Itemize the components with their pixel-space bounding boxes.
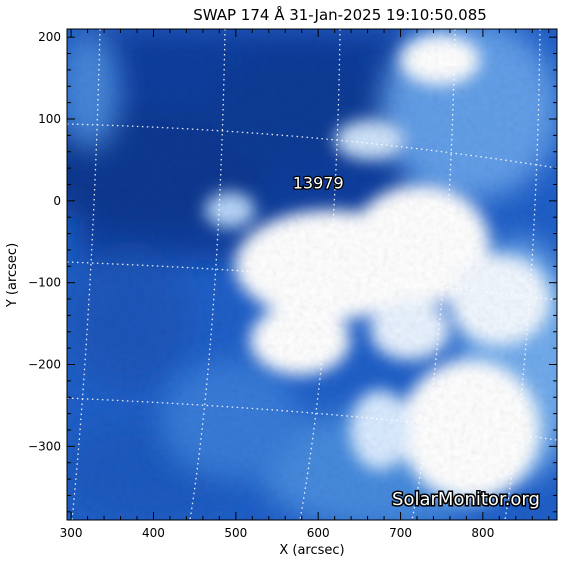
y-tick-label: −200 [28, 358, 61, 372]
y-tick-label: 0 [53, 194, 61, 208]
x-tick-label: 800 [471, 526, 494, 540]
active-region-label: 13979 [293, 174, 344, 193]
image-title: SWAP 174 Å 31-Jan-2025 19:10:50.085 [193, 5, 487, 24]
x-axis-label: X (arcsec) [279, 543, 344, 558]
y-axis-label: Y (arcsec) [5, 243, 20, 308]
y-axis-ticks: 200 100 0 −100 −200 −300 [28, 30, 557, 513]
y-tick-label: 100 [38, 112, 61, 126]
x-tick-label: 300 [60, 526, 83, 540]
y-tick-label: 200 [38, 30, 61, 44]
euv-image [67, 29, 557, 520]
x-tick-label: 400 [142, 526, 165, 540]
y-tick-label: −300 [28, 439, 61, 453]
y-tick-label: −100 [28, 276, 61, 290]
plot-border [66, 28, 558, 521]
watermark: SolarMonitor.org [392, 489, 540, 510]
x-tick-label: 700 [389, 526, 412, 540]
x-tick-label: 500 [224, 526, 247, 540]
x-tick-label: 600 [307, 526, 330, 540]
x-axis-ticks: 300 400 500 600 700 800 [60, 29, 550, 540]
